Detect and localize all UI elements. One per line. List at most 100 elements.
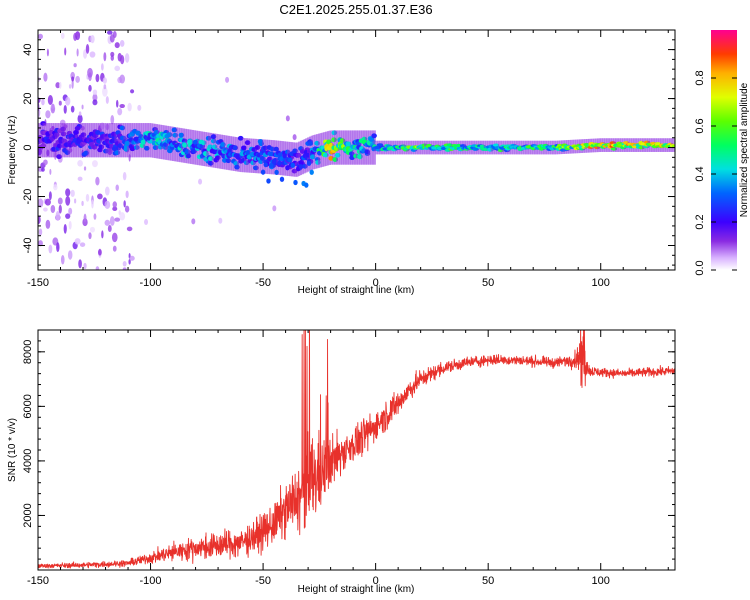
spectrogram-y-tick-label: 40: [22, 43, 34, 55]
spectrogram-halo-cell: [364, 130, 367, 165]
snr-y-tick-label: 8000: [22, 340, 34, 364]
colorbar-tick-label: 0.8: [694, 70, 706, 85]
spectrogram-x-tick-label: -150: [27, 277, 49, 289]
spectrogram-noise-cell: [64, 47, 67, 56]
spectrogram-noise-cell: [119, 103, 125, 109]
spectrogram-ridge-cell: [282, 153, 287, 159]
spectrogram-noise-cell: [73, 63, 77, 68]
spectrogram-noise-cell: [112, 31, 117, 39]
spectrogram-ridge-cell: [376, 143, 384, 147]
spectrogram-ridge-cell: [232, 145, 239, 151]
spectrogram-halo-cell: [64, 123, 67, 158]
spectrogram-noise-cell: [89, 226, 95, 233]
spectrogram-noise-cell: [47, 94, 53, 105]
spectrogram-noise-cell: [292, 134, 297, 141]
spectrogram-ridge-cell: [144, 145, 150, 151]
spectrogram-noise-cell: [74, 238, 81, 245]
spectrogram-ridge-cell: [74, 126, 81, 131]
spectrogram-noise-cell: [71, 78, 74, 89]
snr-x-ticks: -150 -100 -50 0 50 100: [27, 330, 669, 587]
spectrogram-noise-cell: [85, 44, 90, 54]
spectrogram-noise-cell: [106, 30, 113, 35]
spectrogram-noise-cell: [117, 107, 123, 116]
spectrogram-noise-cell: [38, 240, 43, 247]
spectrogram-noise-cell: [57, 197, 63, 205]
spectrogram-ridge-cell: [368, 136, 375, 142]
spectrogram-noise-cell: [103, 52, 107, 62]
spectrogram-noise-cell: [70, 189, 75, 198]
spectrogram-x-ticks: -150 -100 -50 0 50 100: [27, 30, 669, 289]
spectrogram-ridge-cell: [277, 160, 282, 166]
spectrogram-noise-cell: [111, 232, 118, 243]
colorbar-ticks: 0.0 0.2 0.4 0.6 0.8: [694, 70, 737, 276]
colorbar-gradient: [711, 30, 737, 270]
spectrogram-noise-cell: [125, 190, 129, 199]
spectrogram-noise-cell: [126, 226, 133, 232]
spectrogram-ridge-cell: [124, 141, 131, 146]
spectrogram-halo-cell: [119, 123, 123, 158]
spectrogram-noise-cell: [102, 77, 107, 84]
spectrogram-halo-cell: [298, 141, 301, 176]
spectrogram-ridge-cell: [287, 157, 293, 163]
spectrogram-halo-cell: [101, 123, 105, 158]
spectrogram-noise-cell: [68, 207, 73, 215]
spectrogram-noise-cell: [107, 225, 112, 232]
spectrogram-halo-cell: [274, 140, 277, 175]
spectrogram-noise-cell: [114, 217, 121, 222]
spectrogram-ridge-cell: [73, 130, 79, 135]
spectrogram-noise-cell: [128, 258, 131, 265]
spectrogram-noise-cell: [45, 219, 51, 229]
spectrogram-halo-cell: [366, 130, 369, 165]
spectrogram-noise-cell: [122, 267, 127, 270]
spectrogram-ridge-cell: [309, 154, 316, 160]
snr-panel: -150 -100 -50 0 50 100 2000 4000 6000 8000 Heigh…: [7, 329, 676, 595]
spectrogram-noise-cell: [119, 212, 126, 221]
colorbar-tick-label: 0.0: [694, 260, 706, 275]
spectrogram-noise-cell: [58, 204, 62, 214]
snr-x-tick-label: -50: [255, 575, 271, 587]
colorbar: 0.0 0.2 0.4 0.6 0.8 Normalized spectral ampl…: [694, 30, 750, 276]
colorbar-label: Normalized spectral amplitude: [739, 82, 750, 217]
spectrogram-noise-cell: [43, 207, 48, 212]
spectrogram-noise-cell: [43, 159, 48, 166]
spectrogram-halo-cell: [292, 142, 295, 177]
spectrogram-noise-cell: [114, 65, 121, 72]
spectrogram-ridge-cell: [241, 145, 247, 151]
spectrogram-noise-cell: [78, 111, 82, 116]
spectrogram-x-tick-label: 100: [592, 277, 610, 289]
spectrogram-halo-cell: [114, 123, 117, 158]
spectrogram-x-tick-label: 0: [373, 277, 379, 289]
spectrogram-noise-cell: [127, 102, 132, 112]
spectrogram-y-axis-label: Frequency (Hz): [7, 116, 18, 185]
spectrogram-noise-cell: [83, 166, 87, 171]
snr-x-tick-label: 50: [482, 575, 494, 587]
spectrogram-noise-cell: [81, 104, 84, 110]
spectrogram-noise-cell: [101, 230, 104, 239]
spectrogram-halo-cell: [362, 130, 366, 165]
spectrogram-ridge-cell: [371, 133, 377, 139]
spectrogram-noise-cell: [98, 248, 102, 256]
spectrogram-noise-cell: [109, 216, 115, 226]
spectrogram-noise-cell: [104, 219, 111, 226]
spectrogram-noise-cell: [122, 261, 127, 267]
spectrogram-halo-cell: [202, 131, 205, 167]
spectrogram-noise-cell: [124, 205, 130, 213]
spectrogram-noise-cell: [91, 199, 94, 209]
spectrogram-noise-cell: [103, 84, 107, 90]
spectrogram-ridge-cell: [274, 169, 279, 175]
spectrogram-noise-cell: [68, 220, 72, 230]
spectrogram-noise-cell: [75, 31, 80, 37]
spectrogram-halo-cell: [186, 129, 189, 164]
spectrogram-halo-cell: [116, 123, 119, 158]
snr-y-tick-label: 6000: [22, 394, 34, 418]
spectrogram-halo-cell: [53, 123, 56, 158]
snr-x-tick-label: -150: [27, 575, 49, 587]
spectrogram-noise-cell: [68, 84, 72, 89]
spectrogram-noise-cell: [93, 213, 97, 220]
colorbar-tick-label: 0.6: [694, 118, 706, 133]
spectrogram-halo-cell: [200, 131, 204, 166]
spectrogram-noise-cell: [104, 186, 110, 196]
spectrogram-ridge-cell: [298, 164, 304, 170]
spectrogram-noise-cell: [110, 114, 115, 125]
